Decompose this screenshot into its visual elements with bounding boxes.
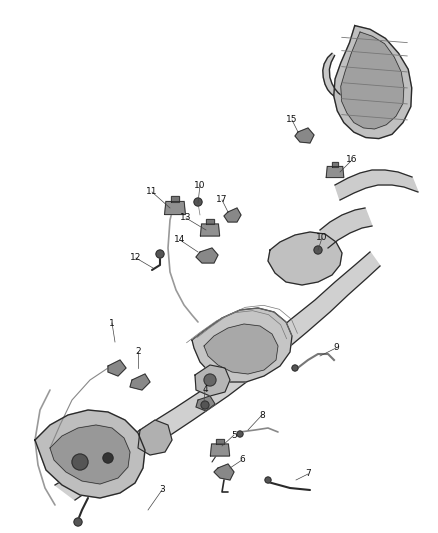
- Text: 5: 5: [231, 431, 237, 440]
- Text: 7: 7: [305, 470, 311, 479]
- Text: 10: 10: [194, 181, 206, 190]
- Text: 15: 15: [286, 116, 298, 125]
- Polygon shape: [224, 208, 241, 222]
- Polygon shape: [323, 53, 341, 96]
- Text: 17: 17: [216, 196, 228, 205]
- Polygon shape: [195, 365, 230, 396]
- Text: 9: 9: [333, 343, 339, 352]
- Circle shape: [74, 518, 82, 526]
- Polygon shape: [332, 162, 338, 166]
- Circle shape: [265, 477, 271, 483]
- Text: 16: 16: [346, 156, 358, 165]
- Polygon shape: [295, 128, 314, 143]
- Circle shape: [156, 250, 164, 258]
- Polygon shape: [130, 374, 150, 390]
- Polygon shape: [341, 32, 404, 129]
- Polygon shape: [201, 224, 219, 236]
- Polygon shape: [210, 444, 230, 456]
- Circle shape: [237, 431, 243, 437]
- Circle shape: [201, 401, 209, 409]
- Polygon shape: [334, 26, 412, 139]
- Polygon shape: [108, 360, 126, 376]
- Polygon shape: [35, 410, 145, 498]
- Text: 3: 3: [159, 486, 165, 495]
- Text: 1: 1: [109, 319, 115, 327]
- Polygon shape: [165, 201, 185, 214]
- Polygon shape: [206, 219, 214, 224]
- Circle shape: [72, 454, 88, 470]
- Circle shape: [204, 374, 216, 386]
- Circle shape: [103, 453, 113, 463]
- Polygon shape: [268, 232, 342, 285]
- Polygon shape: [171, 196, 179, 201]
- Text: 2: 2: [135, 348, 141, 357]
- Polygon shape: [196, 396, 215, 411]
- Text: 4: 4: [202, 385, 208, 394]
- Polygon shape: [320, 208, 372, 248]
- Polygon shape: [196, 248, 218, 263]
- Polygon shape: [138, 420, 172, 455]
- Text: 11: 11: [146, 188, 158, 197]
- Polygon shape: [204, 324, 278, 374]
- Polygon shape: [326, 166, 344, 177]
- Polygon shape: [214, 464, 234, 480]
- Text: 10: 10: [316, 233, 328, 243]
- Circle shape: [292, 365, 298, 371]
- Text: 13: 13: [180, 214, 192, 222]
- Polygon shape: [50, 425, 130, 484]
- Text: 12: 12: [131, 254, 141, 262]
- Text: 6: 6: [239, 456, 245, 464]
- Text: 14: 14: [174, 236, 186, 245]
- Circle shape: [194, 198, 202, 206]
- Polygon shape: [216, 439, 224, 444]
- Polygon shape: [192, 308, 292, 382]
- Polygon shape: [335, 170, 418, 200]
- Circle shape: [314, 246, 322, 254]
- Text: 8: 8: [259, 410, 265, 419]
- Polygon shape: [55, 252, 380, 500]
